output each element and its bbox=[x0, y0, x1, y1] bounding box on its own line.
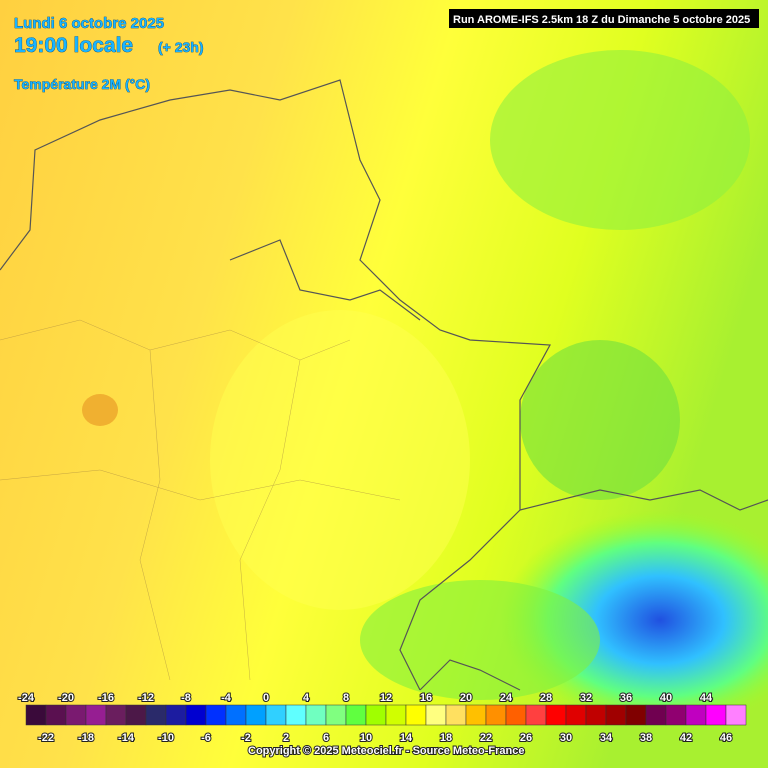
legend-label: 10 bbox=[360, 732, 372, 744]
legend-swatch bbox=[385, 704, 407, 726]
legend-swatch bbox=[305, 704, 327, 726]
legend-swatch bbox=[145, 704, 167, 726]
legend-swatch bbox=[325, 704, 347, 726]
legend-label: 22 bbox=[480, 732, 492, 744]
legend-label: -24 bbox=[18, 692, 35, 704]
legend-swatch bbox=[165, 704, 187, 726]
lead: (+ 23h) bbox=[158, 39, 204, 55]
legend-swatch bbox=[185, 704, 207, 726]
date: Lundi 6 octobre 2025 bbox=[14, 15, 164, 32]
legend-swatch bbox=[265, 704, 287, 726]
legend-label: 20 bbox=[460, 692, 472, 704]
legend-label: -4 bbox=[221, 692, 232, 704]
legend-swatch bbox=[665, 704, 687, 726]
legend-label: -8 bbox=[181, 692, 191, 704]
legend-label: 30 bbox=[560, 732, 572, 744]
legend-label: 28 bbox=[540, 692, 552, 704]
legend-label: 24 bbox=[500, 692, 513, 704]
borders bbox=[0, 79, 768, 691]
legend-swatch bbox=[25, 704, 47, 726]
legend-swatch bbox=[225, 704, 247, 726]
legend-swatch bbox=[525, 704, 547, 726]
legend-swatch bbox=[245, 704, 267, 726]
legend-label: 36 bbox=[620, 692, 632, 704]
legend-swatch bbox=[425, 704, 447, 726]
legend-swatch bbox=[485, 704, 507, 726]
legend-swatch bbox=[45, 704, 67, 726]
legend-label: 34 bbox=[600, 732, 613, 744]
legend-label: 4 bbox=[303, 692, 310, 704]
copyright: Copyright © 2025 Meteociel.fr - Source M… bbox=[248, 745, 524, 757]
legend-swatch bbox=[625, 704, 647, 726]
legend-label: -18 bbox=[78, 732, 94, 744]
legend-swatch bbox=[705, 704, 727, 726]
legend-label: 46 bbox=[720, 732, 732, 744]
legend-label: -2 bbox=[241, 732, 251, 744]
legend-label: -20 bbox=[58, 692, 74, 704]
time: 19:00 locale bbox=[14, 34, 133, 57]
legend-label: 18 bbox=[440, 732, 452, 744]
legend-swatch bbox=[65, 704, 87, 726]
legend-label: 6 bbox=[323, 732, 329, 744]
legend-swatch bbox=[285, 704, 307, 726]
legend-label: 32 bbox=[580, 692, 592, 704]
central-region bbox=[210, 310, 470, 610]
legend-label: 0 bbox=[263, 692, 269, 704]
legend-label: -16 bbox=[98, 692, 114, 704]
legend-label: 16 bbox=[420, 692, 432, 704]
legend-swatch bbox=[645, 704, 667, 726]
legend-label: 12 bbox=[380, 692, 392, 704]
jura-region bbox=[360, 580, 600, 700]
legend-swatch bbox=[345, 704, 367, 726]
field: Température 2M (°C) bbox=[14, 76, 150, 92]
legend-swatch bbox=[605, 704, 627, 726]
legend-swatch bbox=[205, 704, 227, 726]
legend-label: 26 bbox=[520, 732, 532, 744]
run-box bbox=[449, 9, 759, 28]
legend-swatch bbox=[725, 704, 747, 726]
legend-swatch bbox=[465, 704, 487, 726]
legend-label: 42 bbox=[680, 732, 692, 744]
legend-label: 14 bbox=[400, 732, 413, 744]
paris-region bbox=[82, 394, 118, 426]
legend-swatch bbox=[585, 704, 607, 726]
legend-label: -6 bbox=[201, 732, 211, 744]
legend-swatch bbox=[505, 704, 527, 726]
legend-swatch bbox=[125, 704, 147, 726]
legend-label: -14 bbox=[118, 732, 135, 744]
legend-label: 8 bbox=[343, 692, 349, 704]
warm-region bbox=[490, 50, 750, 230]
legend-label: -10 bbox=[158, 732, 174, 744]
forest-region bbox=[520, 340, 680, 500]
legend-label: 2 bbox=[283, 732, 289, 744]
legend-swatch bbox=[445, 704, 467, 726]
legend-swatch bbox=[85, 704, 107, 726]
regions bbox=[0, 319, 401, 681]
legend-swatch bbox=[105, 704, 127, 726]
legend-label: 40 bbox=[660, 692, 672, 704]
legend-swatch bbox=[685, 704, 707, 726]
legend-label: 38 bbox=[640, 732, 652, 744]
legend: -24-22-20-18-16-14-12-10-8-6-4-202468101… bbox=[17, 691, 747, 745]
legend-label: 44 bbox=[700, 692, 713, 704]
legend-swatch bbox=[545, 704, 567, 726]
run: Run AROME-IFS 2.5km 18 Z du Dimanche 5 o… bbox=[453, 14, 750, 26]
legend-swatch bbox=[405, 704, 427, 726]
legend-swatch bbox=[365, 704, 387, 726]
legend-label: -12 bbox=[138, 692, 154, 704]
legend-label: -22 bbox=[38, 732, 54, 744]
legend-swatch bbox=[565, 704, 587, 726]
